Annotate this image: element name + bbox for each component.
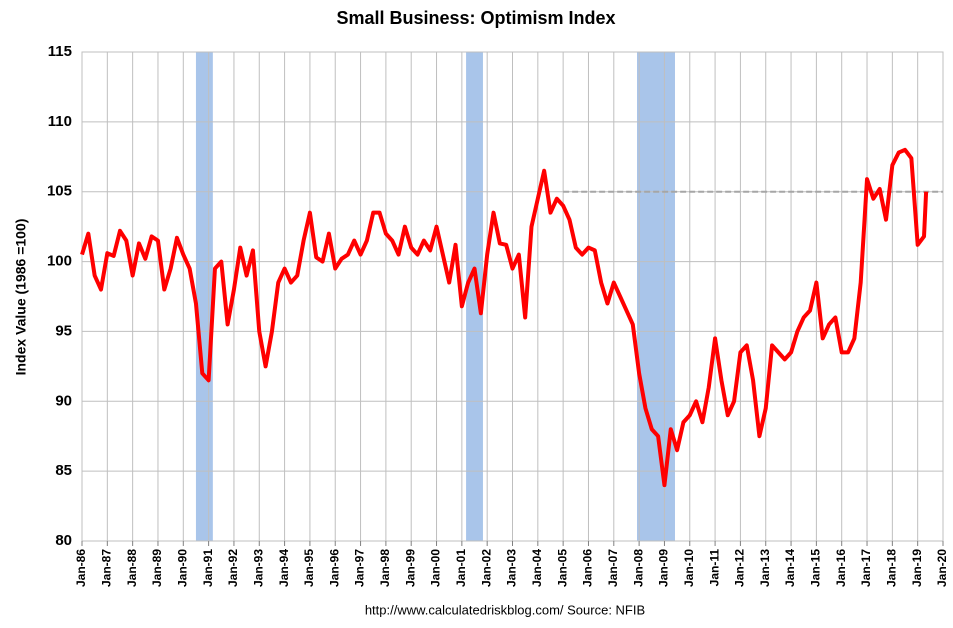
- recession-band: [466, 52, 483, 541]
- x-tick-label: Jan-89: [150, 549, 164, 587]
- x-tick-label: Jan-98: [378, 549, 392, 587]
- x-tick-label: Jan-00: [429, 549, 443, 587]
- y-tick-label: 105: [47, 183, 72, 200]
- x-tick-label: Jan-01: [454, 549, 468, 587]
- x-tick-label: Jan-99: [403, 549, 417, 587]
- x-tick-label: Jan-03: [505, 549, 519, 587]
- x-tick-label: Jan-06: [581, 549, 595, 587]
- x-tick-label: Jan-92: [226, 549, 240, 587]
- recession-band: [637, 52, 675, 541]
- x-tick-label: Jan-02: [479, 549, 493, 587]
- x-tick-label: Jan-12: [733, 549, 747, 587]
- x-tick-label: Jan-93: [251, 549, 265, 587]
- recession-band: [195, 52, 213, 541]
- y-axis-label: Index Value (1986 =100): [13, 219, 29, 376]
- x-tick-label: Jan-90: [175, 549, 189, 587]
- x-tick-label: Jan-09: [657, 549, 671, 587]
- y-tick-label: 110: [48, 113, 72, 130]
- x-tick-label: Jan-15: [809, 549, 823, 587]
- x-tick-label: Jan-86: [74, 549, 88, 587]
- source-note: http://www.calculatedriskblog.com/ Sourc…: [365, 602, 645, 617]
- x-tick-label: Jan-07: [606, 549, 620, 587]
- chart-title: Small Business: Optimism Index: [336, 8, 615, 28]
- x-tick-label: Jan-20: [935, 549, 949, 587]
- x-tick-label: Jan-18: [885, 549, 899, 587]
- y-tick-label: 80: [55, 532, 72, 549]
- y-tick-label: 95: [55, 322, 72, 339]
- y-tick-label: 90: [55, 392, 72, 409]
- x-tick-label: Jan-08: [631, 549, 645, 587]
- x-tick-label: Jan-96: [327, 549, 341, 587]
- y-tick-label: 85: [55, 462, 72, 479]
- x-tick-label: Jan-94: [277, 549, 291, 587]
- x-tick-label: Jan-88: [125, 549, 139, 587]
- x-tick-label: Jan-16: [834, 549, 848, 587]
- x-tick-label: Jan-13: [758, 549, 772, 587]
- y-tick-label: 115: [48, 43, 72, 60]
- x-tick-label: Jan-05: [555, 549, 569, 587]
- x-tick-label: Jan-95: [302, 549, 316, 587]
- x-tick-label: Jan-87: [99, 549, 113, 587]
- x-tick-label: Jan-14: [783, 549, 797, 587]
- x-tick-label: Jan-91: [201, 549, 215, 587]
- index-line: [80, 147, 929, 488]
- x-tick-label: Jan-97: [353, 549, 367, 587]
- x-tick-label: Jan-19: [910, 549, 924, 587]
- y-tick-label: 100: [47, 253, 72, 270]
- x-tick-label: Jan-04: [530, 549, 544, 587]
- x-tick-label: Jan-17: [859, 549, 873, 587]
- x-tick-label: Jan-11: [707, 549, 721, 587]
- x-tick-label: Jan-10: [682, 549, 696, 587]
